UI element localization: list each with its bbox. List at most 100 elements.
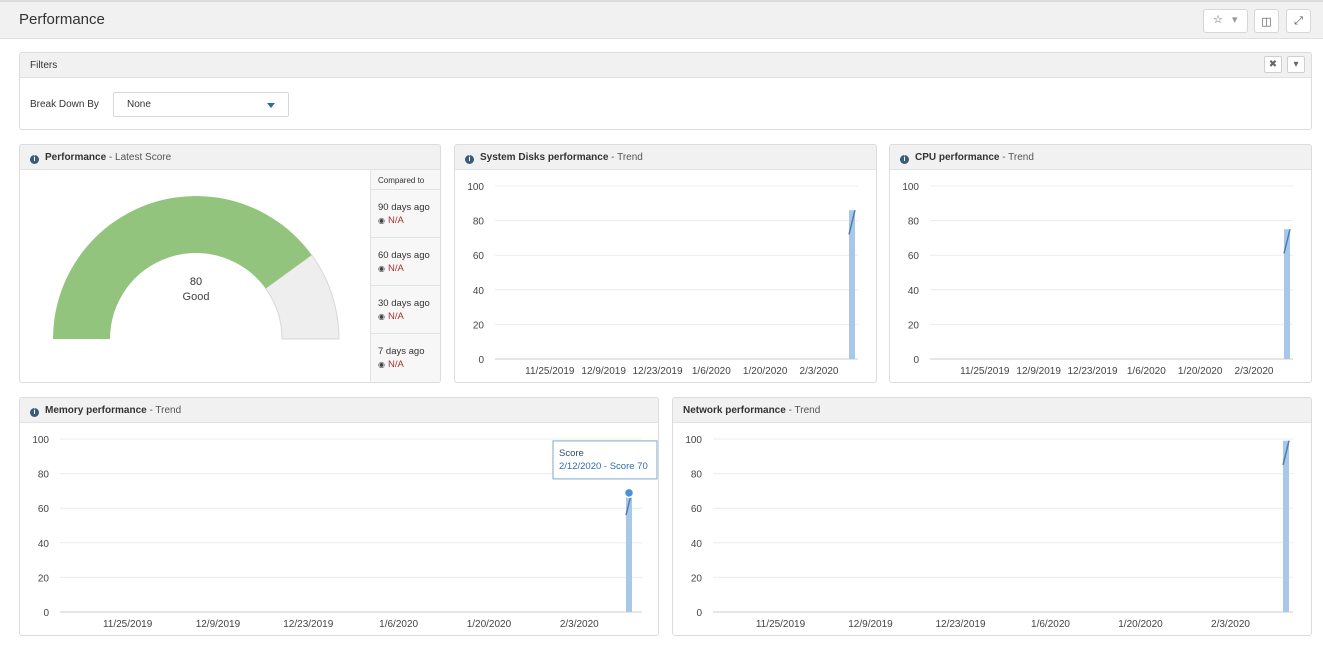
data-bar [849, 210, 855, 359]
x-tick-label: 2/3/2020 [1211, 619, 1250, 630]
breakdown-value: None [127, 99, 151, 110]
x-tick-label: 11/25/2019 [103, 619, 153, 630]
series-line [1283, 229, 1291, 254]
y-tick-label: 60 [691, 504, 703, 515]
latest-score-panel: i Performance - Latest Score 80 Good Comp… [19, 144, 441, 383]
chart-title: Memory performance [45, 405, 147, 416]
info-icon[interactable]: i [900, 155, 909, 164]
compare-row: 60 days ago ◉ N/A [371, 238, 440, 286]
y-tick-label: 20 [473, 320, 485, 331]
y-tick-label: 100 [902, 182, 919, 193]
info-icon[interactable]: i [465, 155, 474, 164]
tooltip-title: Score [559, 448, 584, 459]
speedometer-icon: ◉ [378, 360, 385, 369]
collapse-filters-icon[interactable]: ▾ [1287, 56, 1305, 73]
compare-row: 7 days ago ◉ N/A [371, 334, 440, 382]
breakdown-label: Break Down By [30, 99, 99, 110]
compare-row: 90 days ago ◉ N/A [371, 190, 440, 238]
x-tick-label: 11/25/2019 [960, 366, 1010, 377]
y-tick-label: 80 [473, 217, 485, 228]
speedometer-icon: ◉ [378, 264, 385, 273]
compare-label: 60 days ago [378, 250, 430, 261]
x-tick-label: 11/25/2019 [756, 619, 806, 630]
gauge-score-label: Good [183, 291, 210, 303]
favorite-button-group[interactable]: ☆ ▾ [1203, 9, 1248, 33]
panel-subtitle: - Latest Score [106, 152, 172, 163]
info-icon[interactable]: i [30, 408, 39, 417]
compare-label: 90 days ago [378, 202, 430, 213]
filters-panel: Filters ✖ ▾ Break Down By None [19, 52, 1312, 130]
chart-subtitle: - Trend [999, 152, 1034, 163]
y-tick-label: 40 [38, 539, 50, 550]
y-tick-label: 20 [908, 320, 920, 331]
y-tick-label: 40 [908, 286, 920, 297]
clear-filters-icon[interactable]: ✖ [1264, 56, 1282, 73]
disks-chart-panel: i System Disks performance - Trend 100 80 6… [454, 144, 877, 383]
y-tick-label: 0 [696, 608, 702, 619]
y-tick-label: 0 [913, 355, 919, 366]
x-tick-label: 1/6/2020 [379, 619, 418, 630]
y-tick-label: 40 [473, 286, 485, 297]
info-icon[interactable]: i [30, 155, 39, 164]
chart-subtitle: - Trend [608, 152, 643, 163]
page-title: Performance [19, 11, 105, 28]
score-gauge: 80 Good [53, 196, 340, 340]
x-tick-label: 12/9/2019 [1016, 366, 1061, 377]
columns-icon[interactable]: ◫ [1254, 9, 1279, 33]
cpu-chart-panel: i CPU performance - Trend 100 80 60 40 20 0 11/… [889, 144, 1312, 383]
gauge-track [264, 254, 340, 340]
x-tick-label: 1/6/2020 [1031, 619, 1070, 630]
cpu-chart-header: i CPU performance - Trend [890, 145, 1311, 170]
tooltip [552, 440, 658, 480]
star-icon[interactable]: ☆ [1213, 14, 1223, 26]
memory-trend-chart: 100 80 60 40 20 0 11/25/2019 12/9/2019 12/23/201… [32, 435, 658, 630]
cpu-trend-chart: 100 80 60 40 20 0 11/25/2019 12/9/2019 12/23/201… [902, 182, 1293, 377]
gauge-score: 80 [190, 276, 202, 288]
compare-value: N/A [387, 359, 404, 370]
y-tick-label: 60 [38, 504, 50, 515]
x-tick-label: 1/6/2020 [692, 366, 731, 377]
data-point[interactable] [623, 487, 635, 499]
series-line [848, 210, 856, 235]
x-tick-label: 12/23/2019 [935, 619, 985, 630]
chart-title: Network performance [683, 405, 786, 416]
speedometer-icon: ◉ [378, 312, 385, 321]
y-tick-label: 0 [478, 355, 484, 366]
x-tick-label: 1/20/2020 [467, 619, 512, 630]
expand-icon[interactable]: ⤢ [1286, 9, 1311, 33]
x-tick-label: 12/23/2019 [632, 366, 682, 377]
network-chart-header: Network performance - Trend [673, 398, 1311, 423]
x-tick-label: 11/25/2019 [525, 366, 575, 377]
network-trend-chart: 100 80 60 40 20 0 11/25/2019 12/9/2019 12/23/201… [685, 435, 1293, 630]
compare-header: Compared to [371, 170, 440, 190]
x-tick-label: 1/20/2020 [1118, 619, 1163, 630]
x-tick-label: 1/6/2020 [1127, 366, 1166, 377]
y-tick-label: 20 [38, 573, 50, 584]
y-tick-label: 60 [908, 251, 920, 262]
title-bar: Performance ☆ ▾ ◫ ⤢ [0, 0, 1323, 39]
tooltip-text: 2/12/2020 - Score 70 [559, 461, 648, 472]
y-tick-label: 100 [467, 182, 484, 193]
disks-chart-header: i System Disks performance - Trend [455, 145, 876, 170]
y-tick-label: 100 [685, 435, 702, 446]
y-tick-label: 100 [32, 435, 49, 446]
x-tick-label: 12/9/2019 [581, 366, 626, 377]
x-tick-label: 12/23/2019 [1067, 366, 1117, 377]
y-tick-label: 40 [691, 539, 703, 550]
x-tick-label: 2/3/2020 [1235, 366, 1274, 377]
filters-header: Filters ✖ ▾ [20, 53, 1311, 78]
compare-label: 7 days ago [378, 346, 425, 357]
filters-title: Filters [30, 60, 58, 71]
data-bar [626, 490, 632, 612]
data-bar [1283, 440, 1289, 612]
breakdown-select[interactable]: None [113, 92, 289, 117]
x-tick-label: 1/20/2020 [743, 366, 788, 377]
x-tick-label: 12/9/2019 [848, 619, 893, 630]
memory-chart-header: i Memory performance - Trend [20, 398, 658, 423]
chevron-down-icon[interactable]: ▾ [1232, 14, 1238, 26]
chart-title: CPU performance [915, 152, 1000, 163]
x-tick-label: 2/3/2020 [800, 366, 839, 377]
compare-label: 30 days ago [378, 298, 430, 309]
chart-subtitle: - Trend [146, 405, 182, 416]
gauge-fill [53, 196, 312, 339]
